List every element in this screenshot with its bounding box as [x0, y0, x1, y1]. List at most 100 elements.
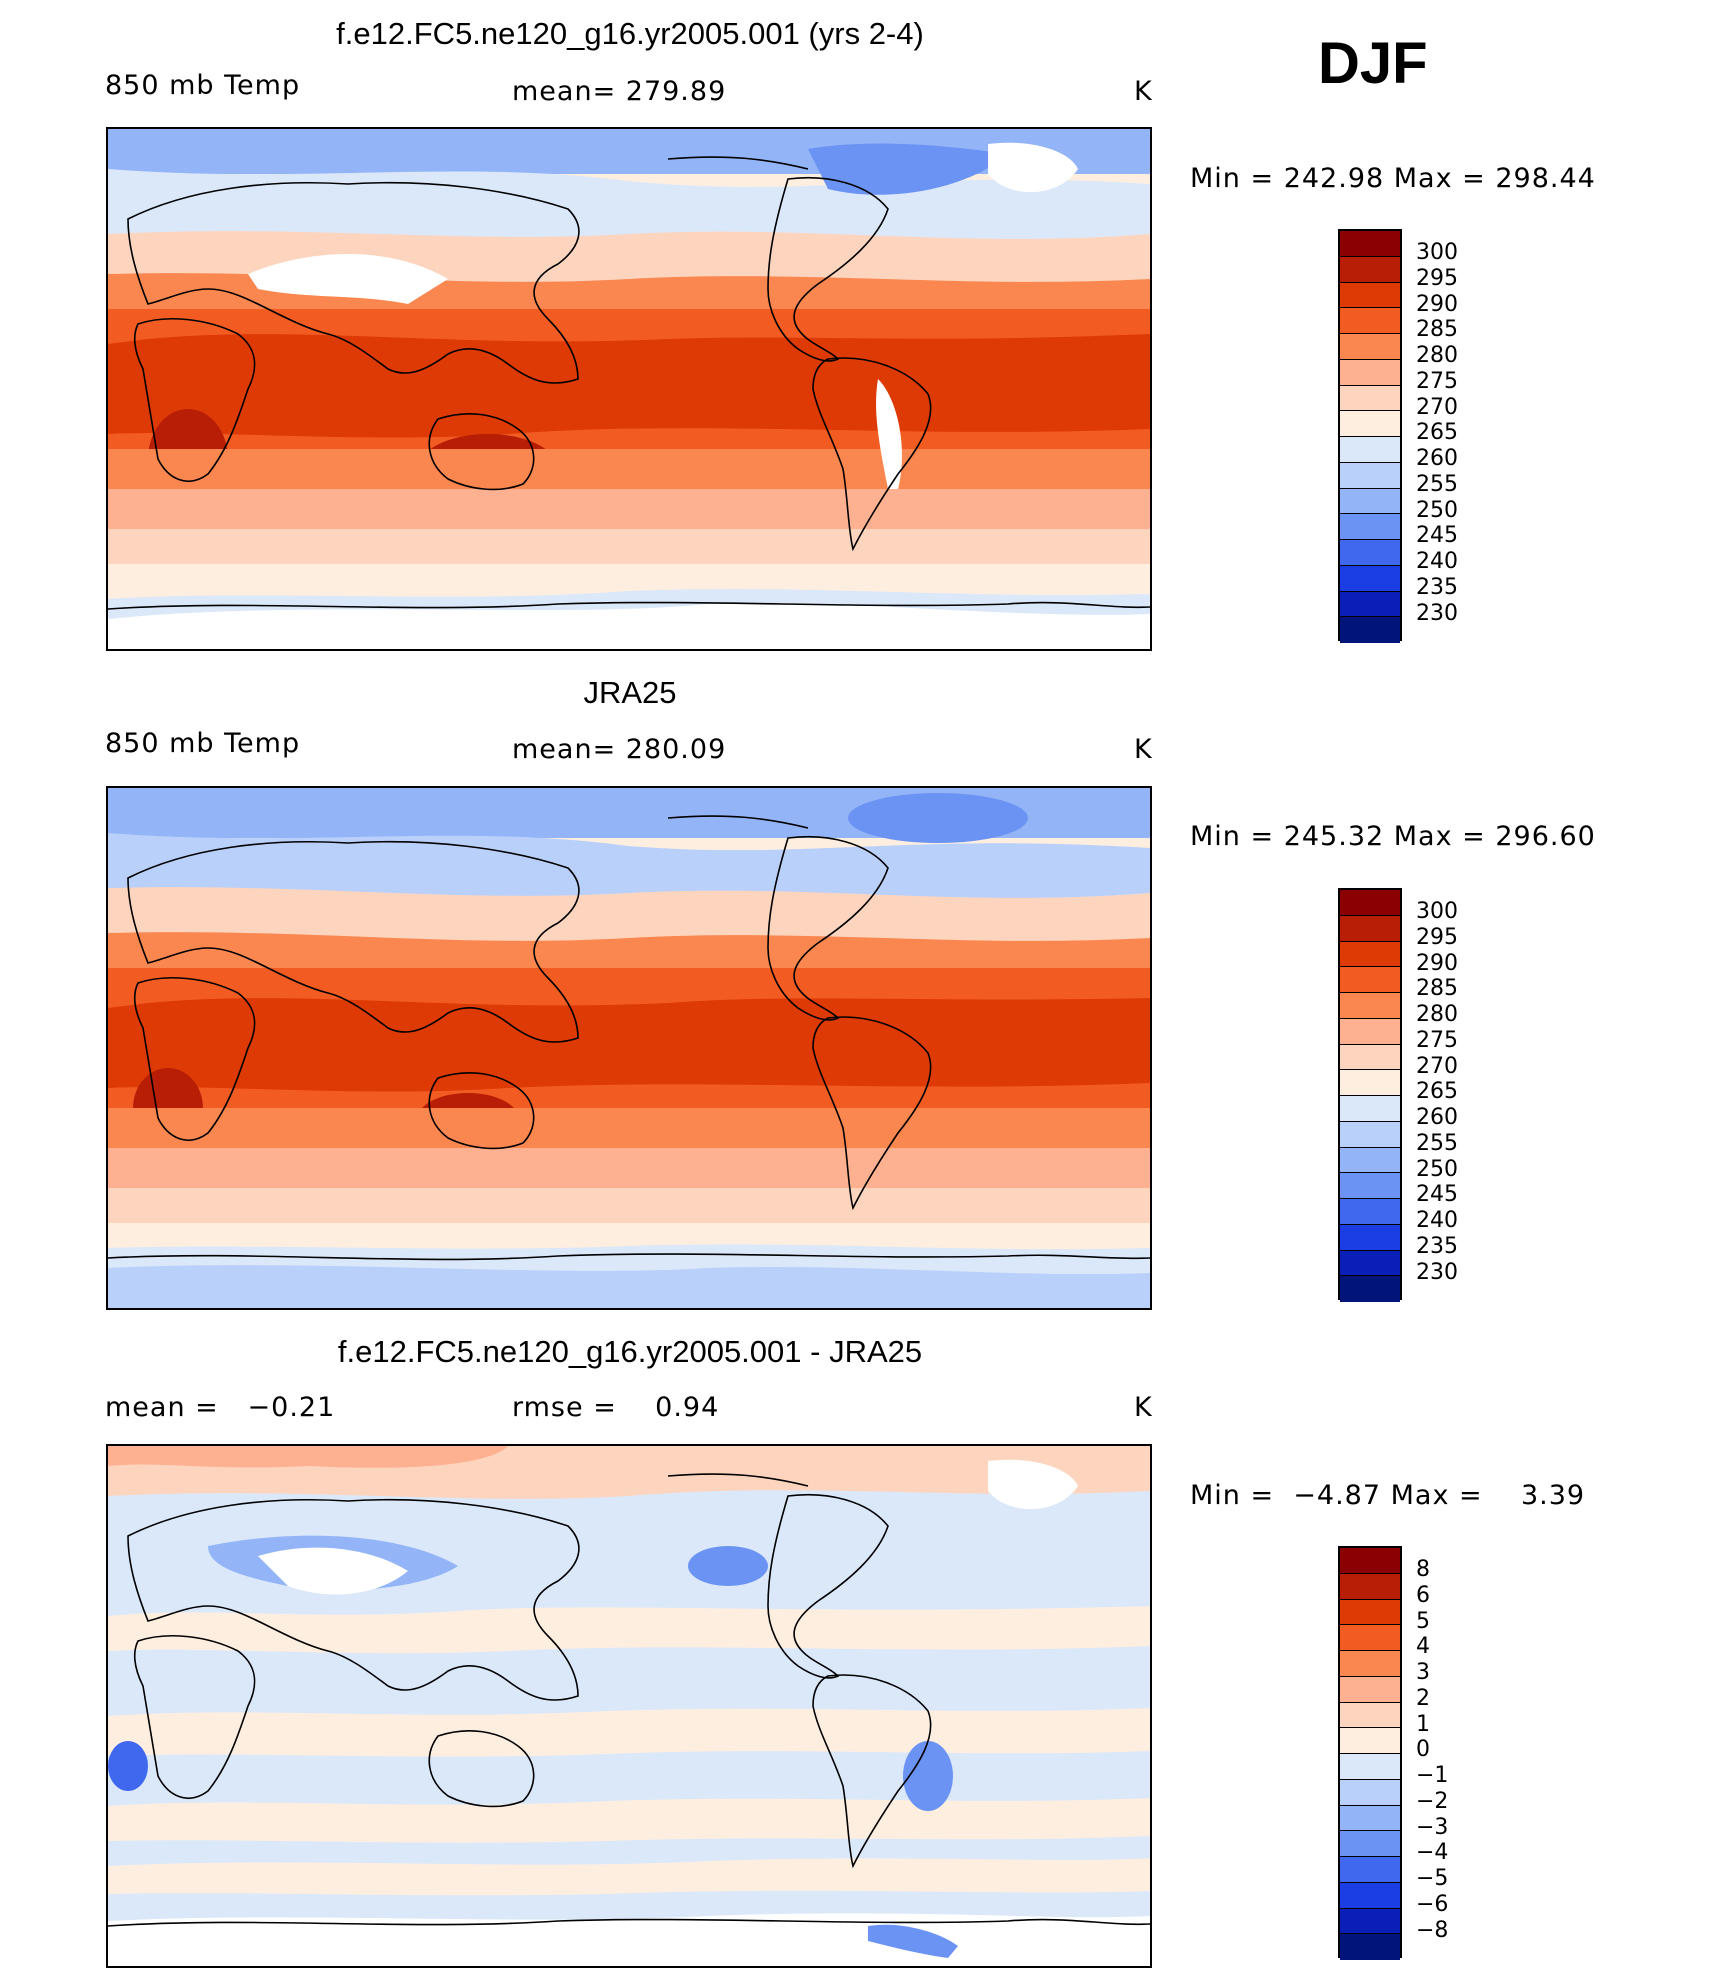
colorbar-segment — [1340, 1779, 1400, 1806]
season-label: DJF — [1318, 31, 1428, 96]
panel-3-map — [106, 1444, 1152, 1968]
colorbar-segment — [1340, 308, 1400, 334]
colorbar-tick-label: 1 — [1416, 1711, 1430, 1737]
colorbar-tick-label: 250 — [1416, 1156, 1458, 1182]
colorbar-segment — [1340, 256, 1400, 283]
colorbar-segment — [1340, 591, 1400, 618]
colorbar-segment — [1340, 1096, 1400, 1122]
colorbar-tick-label: 300 — [1416, 899, 1458, 924]
colorbar-segment — [1340, 565, 1400, 592]
colorbar-segment — [1340, 1728, 1400, 1754]
colorbar-segment — [1340, 1199, 1400, 1225]
colorbar-tick-label: 245 — [1416, 523, 1458, 549]
panel-3-mean-label: mean = −0.21 — [105, 1392, 336, 1423]
colorbar-segment — [1340, 334, 1400, 360]
panel-3-units-label: K — [1134, 1392, 1153, 1423]
colorbar-segment — [1340, 385, 1400, 412]
panel-2-units-label: K — [1134, 734, 1153, 765]
colorbar-segment — [1340, 1070, 1400, 1096]
panel-2-mean-label: mean= 280.09 — [512, 734, 727, 765]
colorbar-tick-label: −2 — [1416, 1788, 1449, 1814]
colorbar-segment — [1340, 993, 1400, 1019]
colorbar-tick-label: 8 — [1416, 1557, 1430, 1582]
colorbar-segment — [1340, 1908, 1400, 1935]
colorbar-tick-label: 2 — [1416, 1685, 1430, 1711]
colorbar-segment — [1340, 1044, 1400, 1071]
colorbar-tick-label: 275 — [1416, 368, 1458, 394]
colorbar-tick-label: 235 — [1416, 1233, 1458, 1259]
colorbar-segment — [1340, 1934, 1400, 1960]
panel-3-title: f.e12.FC5.ne120_g16.yr2005.001 - JRA25 — [337, 1334, 923, 1369]
panel-1-variable-label: 850 mb Temp — [105, 70, 301, 101]
colorbar-tick-label: 4 — [1416, 1634, 1430, 1660]
colorbar-segment — [1340, 1250, 1400, 1277]
colorbar-segment — [1340, 514, 1400, 540]
colorbar-tick-label: 295 — [1416, 265, 1458, 291]
colorbar-tick-label: 280 — [1416, 1002, 1458, 1027]
colorbar-tick-label: 300 — [1416, 240, 1458, 265]
colorbar-segment — [1340, 890, 1400, 916]
colorbar-tick-label: 260 — [1416, 446, 1458, 471]
colorbar-segment — [1340, 1276, 1400, 1302]
colorbar-tick-label: −3 — [1416, 1814, 1449, 1840]
panel-1-mean-label: mean= 279.89 — [512, 76, 727, 107]
colorbar-tick-label: −4 — [1416, 1840, 1449, 1866]
colorbar-segment — [1340, 231, 1400, 257]
colorbar-tick-label: 285 — [1416, 317, 1458, 343]
colorbar-segment — [1340, 1018, 1400, 1045]
colorbar-segment — [1340, 617, 1400, 643]
colorbar-segment — [1340, 1573, 1400, 1600]
colorbar-segment — [1340, 941, 1400, 968]
colorbar-segment — [1340, 437, 1400, 463]
colorbar-tick-label: 240 — [1416, 1208, 1458, 1233]
colorbar-segment — [1340, 915, 1400, 942]
colorbar-segment — [1340, 1625, 1400, 1651]
colorbar-segment — [1340, 1831, 1400, 1857]
colorbar-tick-label: 295 — [1416, 924, 1458, 950]
colorbar-segment — [1340, 1651, 1400, 1677]
colorbar-tick-label: 265 — [1416, 1079, 1458, 1105]
colorbar-tick-label: 6 — [1416, 1582, 1430, 1608]
panel-1-colorbar — [1338, 229, 1402, 643]
panel-3-colorbar — [1338, 1546, 1402, 1960]
colorbar-tick-label: −5 — [1416, 1866, 1449, 1891]
colorbar-tick-label: −6 — [1416, 1891, 1449, 1917]
panel-2-variable-label: 850 mb Temp — [105, 728, 301, 759]
colorbar-tick-label: 255 — [1416, 1130, 1458, 1156]
colorbar-segment — [1340, 1805, 1400, 1832]
colorbar-segment — [1340, 411, 1400, 437]
colorbar-segment — [1340, 1857, 1400, 1883]
colorbar-segment — [1340, 462, 1400, 489]
colorbar-segment — [1340, 1548, 1400, 1574]
colorbar-segment — [1340, 1121, 1400, 1148]
colorbar-tick-label: 290 — [1416, 291, 1458, 317]
panel-1-units-label: K — [1134, 76, 1153, 107]
panel-3-rmse-label: rmse = 0.94 — [512, 1392, 720, 1423]
colorbar-tick-label: 0 — [1416, 1737, 1430, 1763]
colorbar-tick-label: 245 — [1416, 1182, 1458, 1208]
panel-2-colorbar — [1338, 888, 1402, 1302]
colorbar-segment — [1340, 1702, 1400, 1729]
colorbar-tick-label: 285 — [1416, 976, 1458, 1002]
panel-2-minmax-label: Min = 245.32 Max = 296.60 — [1190, 821, 1596, 852]
colorbar-segment — [1340, 967, 1400, 993]
colorbar-tick-label: 250 — [1416, 497, 1458, 523]
colorbar-segment — [1340, 488, 1400, 515]
colorbar-tick-label: 5 — [1416, 1608, 1430, 1634]
colorbar-segment — [1340, 1599, 1400, 1626]
colorbar-segment — [1340, 1676, 1400, 1703]
colorbar-tick-label: 290 — [1416, 950, 1458, 976]
colorbar-segment — [1340, 1754, 1400, 1780]
panel-2-title: JRA25 — [583, 675, 677, 710]
colorbar-segment — [1340, 359, 1400, 386]
panel-3-minmax-label: Min = −4.87 Max = 3.39 — [1190, 1480, 1586, 1511]
panel-1-minmax-label: Min = 242.98 Max = 298.44 — [1190, 163, 1596, 194]
colorbar-tick-label: 270 — [1416, 394, 1458, 420]
colorbar-segment — [1340, 540, 1400, 566]
panel-1-map — [106, 127, 1152, 651]
colorbar-tick-label: 260 — [1416, 1105, 1458, 1130]
colorbar-segment — [1340, 1173, 1400, 1199]
colorbar-tick-label: 230 — [1416, 1259, 1458, 1285]
panel-2-map — [106, 786, 1152, 1310]
panel-1-title: f.e12.FC5.ne120_g16.yr2005.001 (yrs 2-4) — [336, 16, 924, 51]
